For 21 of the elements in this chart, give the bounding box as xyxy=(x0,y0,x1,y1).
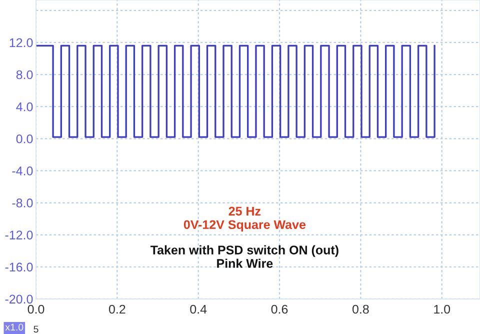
x-tick-label: 0.4 xyxy=(190,304,207,314)
y-tick-label: -12.0 xyxy=(5,230,33,240)
y-tick-label: -4.0 xyxy=(12,166,33,176)
text: x1.0 xyxy=(5,324,24,331)
y-tick-label: 8.0 xyxy=(16,70,33,80)
annotation: 25 Hz xyxy=(228,206,261,216)
text: 5 xyxy=(34,326,38,333)
x-tick-label: 0.2 xyxy=(108,304,126,314)
x-tick-label: 0.6 xyxy=(271,304,288,314)
x-tick-label: 1.0 xyxy=(434,304,450,314)
x-tick-label: 0.8 xyxy=(352,304,369,314)
annotation: Taken with PSD switch ON (out) xyxy=(150,245,338,257)
y-tick-label: 12.0 xyxy=(10,38,33,48)
y-tick-label: 4.0 xyxy=(16,102,33,112)
annotation: Pink Wire xyxy=(217,258,273,268)
x-tick-label: 0.0 xyxy=(28,304,44,314)
y-tick-label: -16.0 xyxy=(5,262,33,272)
y-tick-label: -8.0 xyxy=(12,198,33,208)
y-tick-label: -20.0 xyxy=(5,294,33,304)
y-tick-label: 0.0 xyxy=(16,134,33,144)
annotation: 0V-12V Square Wave xyxy=(184,220,306,232)
